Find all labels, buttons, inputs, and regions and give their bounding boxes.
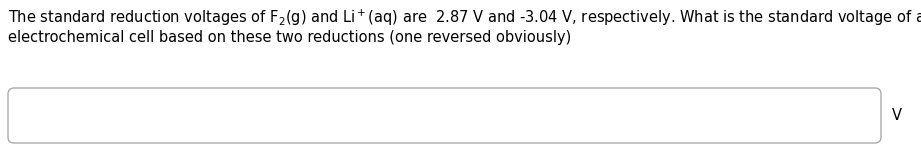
Text: electrochemical cell based on these two reductions (one reversed obviously): electrochemical cell based on these two … <box>8 30 571 45</box>
Text: V: V <box>892 108 902 123</box>
FancyBboxPatch shape <box>8 88 881 143</box>
Text: The standard reduction voltages of F$_2$(g) and Li$^+$(aq) are  2.87 V and -3.04: The standard reduction voltages of F$_2$… <box>8 8 921 28</box>
